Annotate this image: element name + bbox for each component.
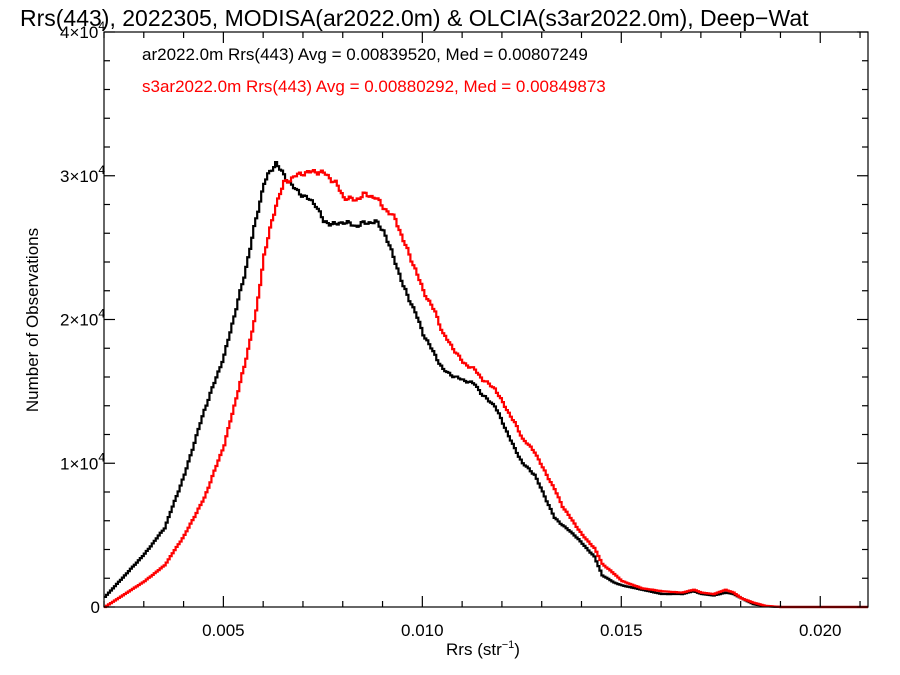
x-tick-label: 0.010 xyxy=(401,621,444,640)
y-tick-mantissa: 2×10 xyxy=(60,311,98,330)
x-axis-label-end: ) xyxy=(514,640,520,659)
y-tick-label: 4×104 xyxy=(60,19,105,42)
series-line-modisa xyxy=(104,160,868,609)
y-tick-exponent: 4 xyxy=(98,19,105,33)
y-axis-label-group: Number of Observations xyxy=(23,228,42,412)
plot-frame xyxy=(103,31,869,608)
y-tick-label: 2×104 xyxy=(60,307,105,330)
y-tick-mantissa: 1×10 xyxy=(60,454,98,473)
plot-area: 0.005 0.010 0.015 0.02001×1042×1043×1044×10… xyxy=(60,19,869,640)
y-tick-mantissa: 4×10 xyxy=(60,23,98,42)
x-axis-label-main: Rrs (str xyxy=(446,640,502,659)
series-line-olcia xyxy=(104,168,868,609)
x-axis-label: Rrs (str−1) xyxy=(446,639,520,659)
y-tick-exponent: 4 xyxy=(98,450,105,464)
y-tick-label: 3×104 xyxy=(60,163,105,186)
x-axis-label-superscript: −1 xyxy=(502,639,515,651)
x-tick-label: 0.005 xyxy=(202,621,245,640)
y-tick-mantissa: 3×10 xyxy=(60,167,98,186)
y-axis-label: Number of Observations xyxy=(23,228,42,412)
x-tick-label: 0.015 xyxy=(600,621,643,640)
legend-entry-modisa: ar2022.0m Rrs(443) Avg = 0.00839520, Med… xyxy=(142,45,588,64)
y-tick-exponent: 4 xyxy=(98,163,105,177)
legend-entry-olcia: s3ar2022.0m Rrs(443) Avg = 0.00880292, M… xyxy=(142,77,606,96)
x-tick-label: 0.020 xyxy=(799,621,842,640)
y-tick-label: 1×104 xyxy=(60,450,105,473)
y-tick-label: 0 xyxy=(91,598,100,617)
y-tick-exponent: 4 xyxy=(98,307,105,321)
chart-title: Rrs(443), 2022305, MODISA(ar2022.0m) & O… xyxy=(20,5,809,31)
